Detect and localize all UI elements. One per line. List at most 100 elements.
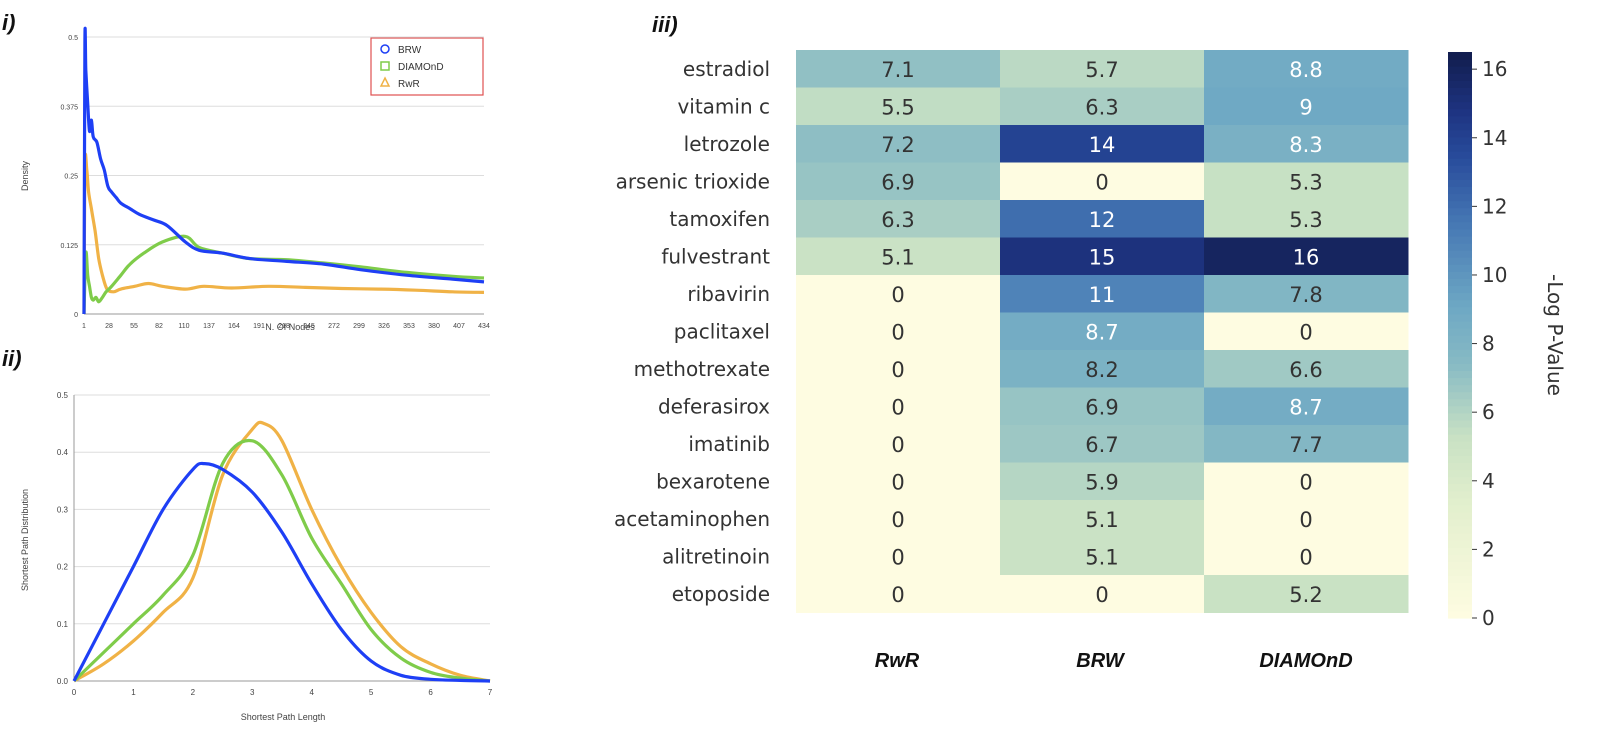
heatmap-cell-value: 5.5 [881,95,914,119]
heatmap-cell-value: 0 [891,358,904,382]
colorbar-label: -Log P-Value [1543,274,1567,396]
colorbar-segment [1448,299,1472,308]
density-xtick-label: 326 [378,323,390,330]
density-xtick-label: 272 [328,323,340,330]
heatmap-cell [1204,275,1409,313]
heatmap-cell [1000,537,1205,576]
colorbar-segment [1448,441,1472,449]
density-xtick-label: 28 [105,323,113,330]
heatmap-cell-value: 7.7 [1289,433,1322,457]
density-xtick-label: 245 [303,323,315,330]
heatmap-cell-value: 0 [1095,170,1108,194]
heatmap-cell [1204,575,1409,613]
colorbar-segment [1448,426,1472,435]
heatmap-cell [1000,387,1205,426]
colorbar-segment [1448,136,1472,145]
heatmap-cell-value: 5.1 [1085,545,1118,569]
colorbar-segment [1448,526,1472,534]
colorbar-segment [1448,603,1472,612]
heatmap-cell-value: 0 [891,320,904,344]
colorbar-segment [1448,448,1472,456]
heatmap-cell-value: 6.3 [881,208,914,232]
heatmap-cell [1204,387,1409,426]
heatmap-cell [1000,200,1205,238]
density-ylabel: Density [20,160,30,191]
heatmap-cell [796,162,1001,201]
heatmap-cell-value: 7.1 [881,58,914,82]
heatmap-cell [1000,500,1205,538]
colorbar-segment [1448,568,1472,577]
heatmap-cell-value: 8.8 [1289,58,1322,82]
heatmap-cell [1000,237,1205,276]
heatmap-row-label: vitamin c [677,94,770,118]
density-xtick-label: 407 [453,323,465,330]
colorbar-segment [1448,469,1472,478]
heatmap-row-label: letrozole [684,132,770,156]
colorbar-segment [1448,419,1472,428]
heatmap-cell [1204,500,1409,538]
heatmap-cell [796,500,1001,538]
legend-marker-diamond [380,61,390,71]
colorbar-segment [1448,129,1472,138]
heatmap-row-label: ribavirin [687,282,770,306]
density-series-line-brw [82,26,485,315]
colorbar-segment [1448,589,1472,598]
heatmap-cell [796,462,1001,501]
density-series-line-rwr [82,152,485,315]
heatmap-row-label: deferasirox [658,394,770,418]
heatmap-cell-value: 8.7 [1085,320,1118,344]
spl-xtick-label: 4 [309,688,314,697]
colorbar-segment [1448,610,1472,619]
colorbar-segment [1448,264,1472,272]
heatmap-row-label: paclitaxel [674,319,770,343]
colorbar-segment [1448,101,1472,110]
spl-xtick-label: 5 [369,688,374,697]
spl-xtick-label: 1 [131,688,136,697]
colorbar-segment [1448,165,1472,173]
colorbar-segment [1448,455,1472,463]
density-xtick-label: 82 [155,323,163,330]
heatmap-cell-value: 0 [1299,508,1312,532]
colorbar-segment [1448,483,1472,492]
colorbar-segment [1448,87,1472,96]
colorbar-segment [1448,235,1472,244]
heatmap-row-label: estradiol [683,57,770,81]
heatmap-cell [1204,125,1409,163]
colorbar-segment [1448,327,1472,336]
heatmap-cell-value: 5.2 [1289,583,1322,607]
heatmap-cell [796,275,1001,313]
heatmap-cell [796,50,1001,88]
heatmap-cell-value: 6.9 [881,170,914,194]
colorbar-tick-label: 6 [1482,400,1495,424]
heatmap-cell-value: 6.7 [1085,433,1118,457]
heatmap-cell-value: 0 [891,433,904,457]
colorbar-segment [1448,214,1472,223]
colorbar-segment [1448,518,1472,527]
colorbar-segment [1448,59,1472,67]
heatmap-col-label-rwr: RwR [875,650,920,672]
legend-label-brw: BRW [398,45,422,56]
density-xtick-label: 434 [478,323,490,330]
heatmap-cell-value: 0 [891,508,904,532]
spl-ytick-label: 0.5 [57,391,69,400]
spl-xtick-label: 3 [250,688,255,697]
colorbar-segment [1448,158,1472,166]
colorbar-segment [1448,398,1472,407]
spl-ytick-label: 0.3 [57,505,69,514]
colorbar-segment [1448,193,1472,202]
heatmap-cell [1204,312,1409,351]
colorbar-segment [1448,108,1472,117]
density-ytick-label: 0.125 [60,243,78,250]
heatmap-cell [1204,237,1409,276]
heatmap-cell-value: 15 [1089,245,1116,269]
heatmap-cell-value: 0 [891,395,904,419]
colorbar-segment [1448,151,1472,159]
colorbar-segment [1448,561,1472,570]
heatmap-col-label-diamond: DIAMOnD [1259,650,1352,672]
heatmap-row-label: methotrexate [634,357,770,381]
heatmap-cell [1000,462,1205,501]
spl-ytick-label: 0.4 [57,448,69,457]
colorbar-segment [1448,172,1472,180]
heatmap-cell [1204,50,1409,88]
